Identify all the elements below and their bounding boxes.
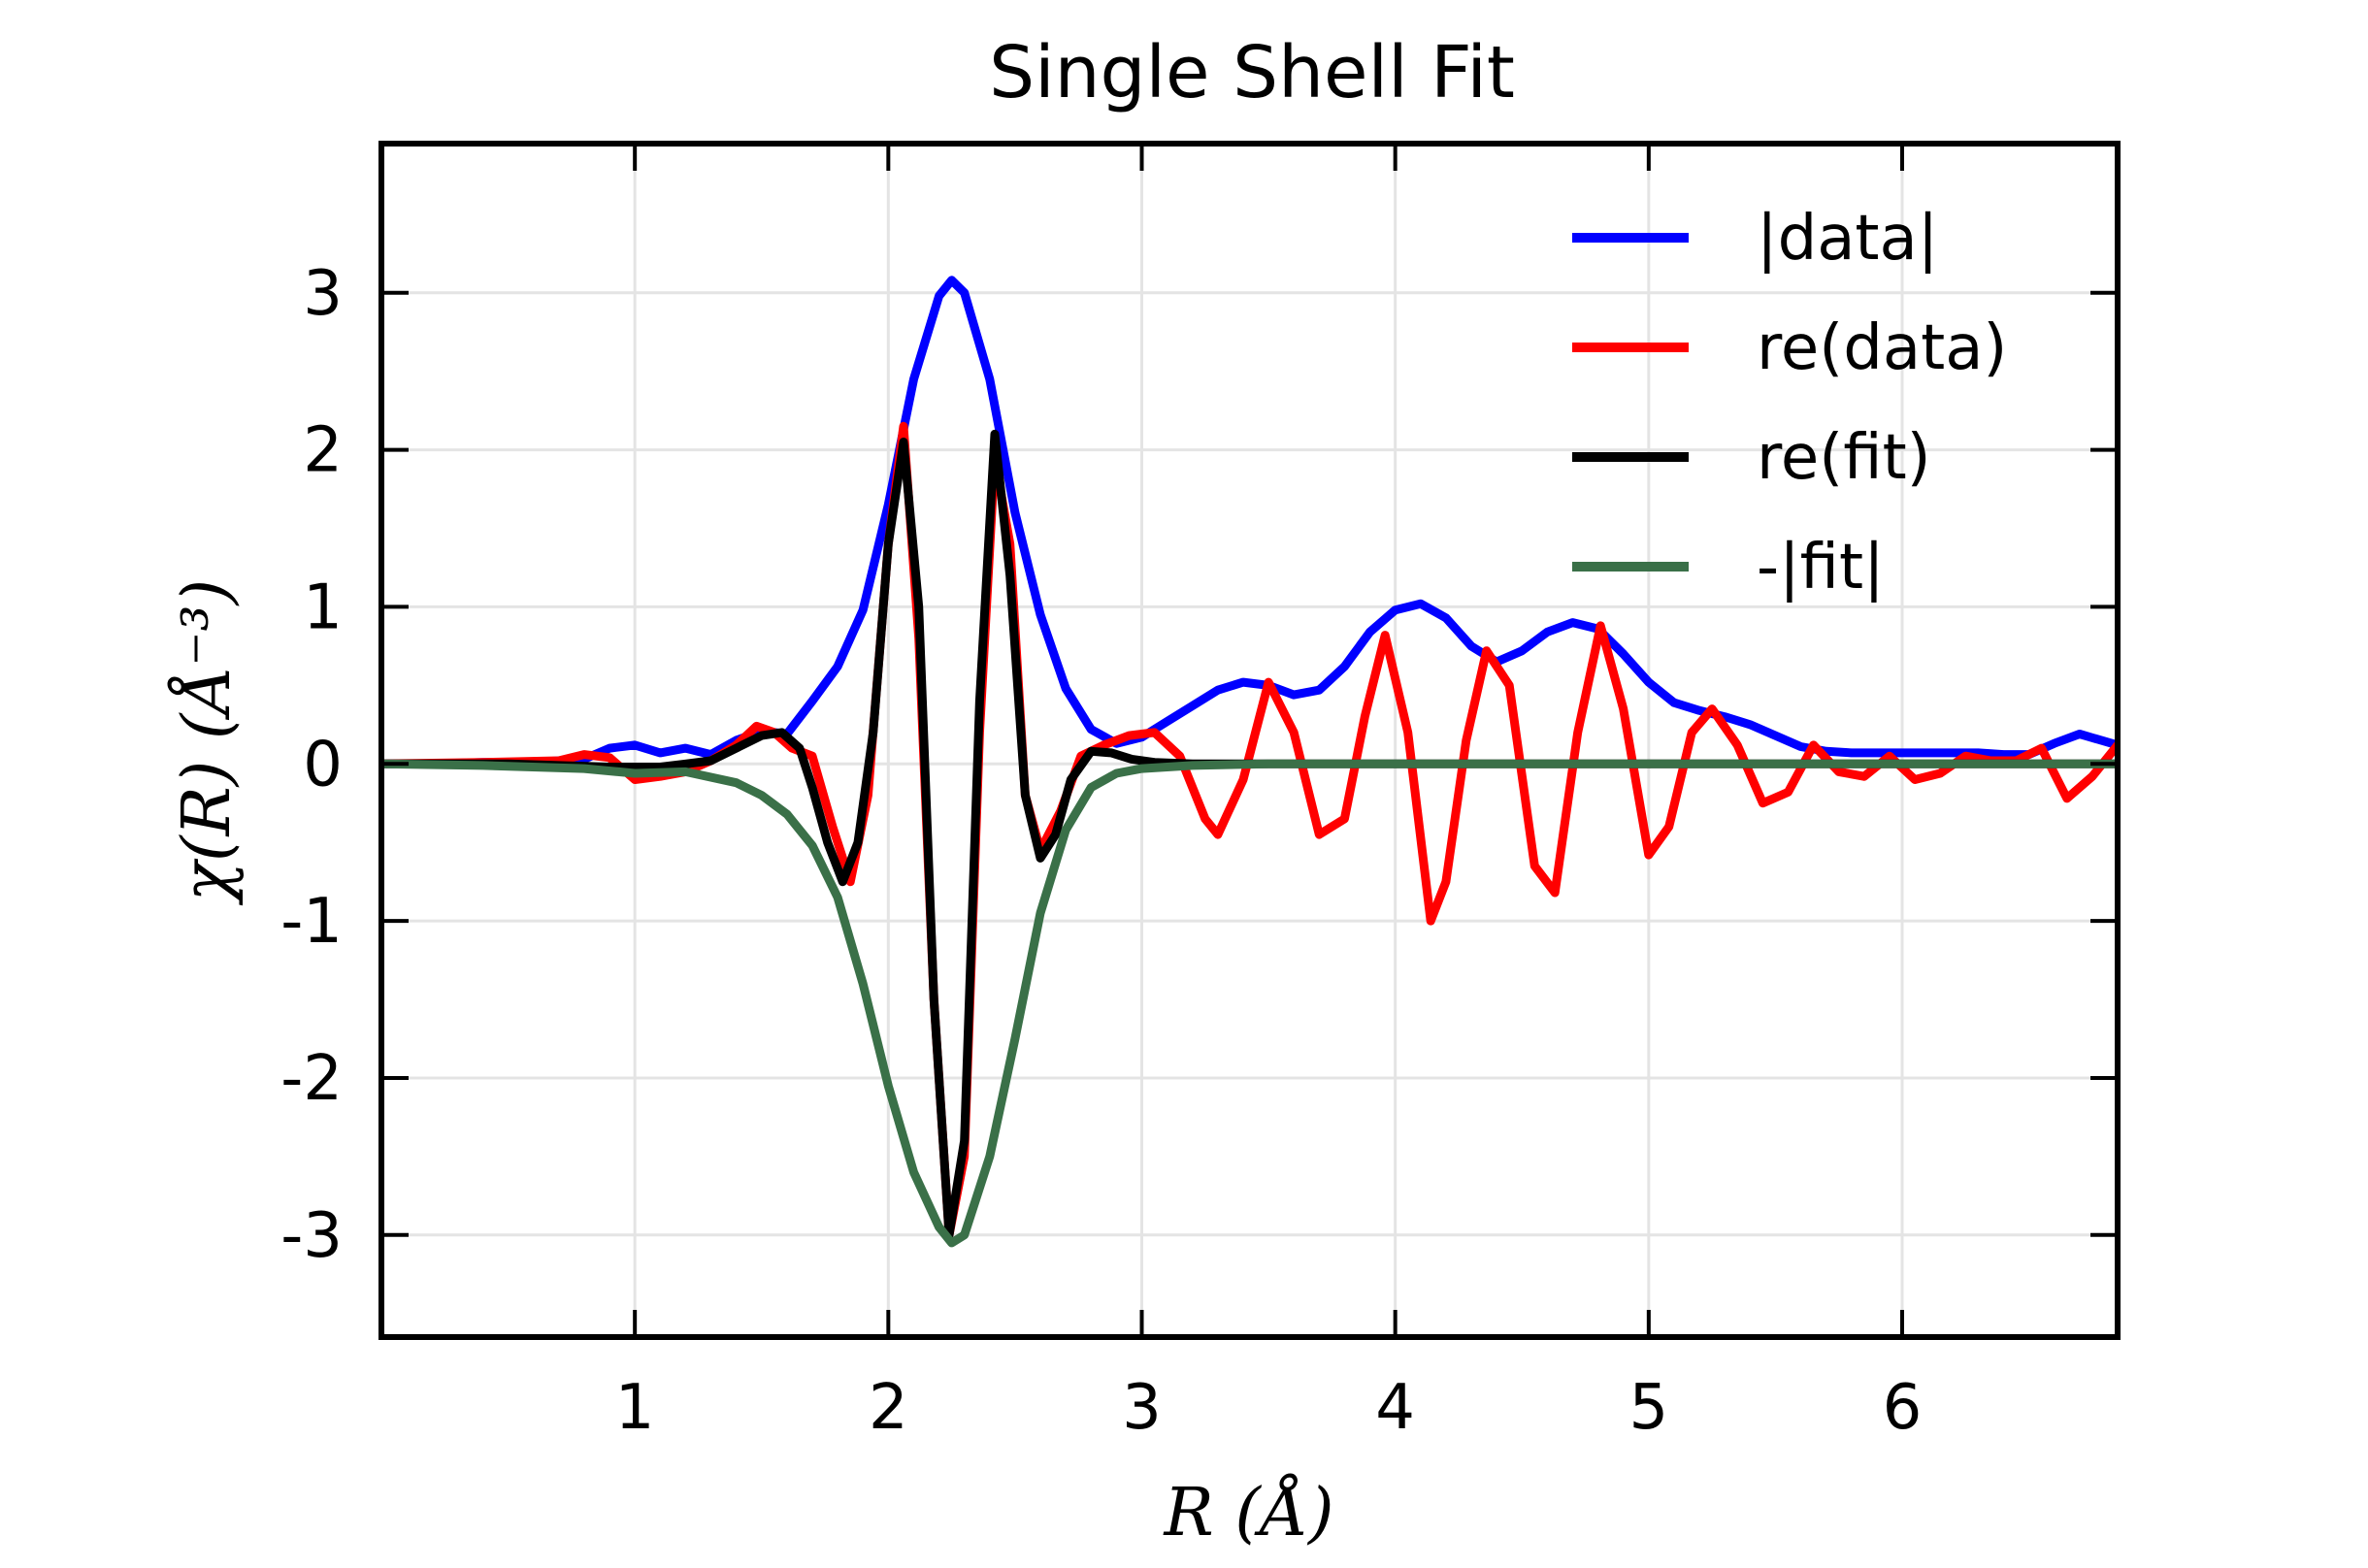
series-layer (381, 276, 2118, 1248)
x-tick-label: 3 (1122, 1372, 1162, 1444)
legend: |data| re(data) re(fit) -|fit| (1572, 203, 2007, 604)
series-line-0 (381, 276, 2118, 768)
legend-label-1: re(data) (1757, 312, 2007, 384)
y-tick-label: -3 (280, 1200, 343, 1272)
series-line-3 (381, 759, 2118, 1248)
y-tick-label: 0 (303, 729, 343, 800)
y-tick-label: -2 (280, 1043, 343, 1115)
legend-label-0: |data| (1757, 203, 1938, 275)
x-tick-label: 5 (1628, 1372, 1668, 1444)
y-tick-label: -1 (280, 886, 343, 958)
x-tick-label: 1 (615, 1372, 655, 1444)
y-tick-label: 3 (303, 258, 343, 330)
series-line-2 (381, 429, 2118, 1240)
x-axis-label: R (Å) (1163, 1474, 1334, 1552)
legend-label-2: re(fit) (1757, 422, 1931, 494)
x-tick-label: 6 (1883, 1372, 1923, 1444)
ticks: 1 2 3 4 5 6 -3 -2 -1 0 1 2 3 (280, 144, 2118, 1444)
y-axis-label: χ(R) (Å⁻³) (168, 579, 246, 905)
legend-label-3: -|fit| (1757, 532, 1885, 604)
x-tick-label: 4 (1375, 1372, 1415, 1444)
chart-title: Single Shell Fit (989, 31, 1515, 114)
plot-frame (378, 141, 2121, 1340)
x-tick-label: 2 (869, 1372, 908, 1444)
y-tick-label: 1 (303, 572, 343, 643)
y-tick-label: 2 (303, 415, 343, 487)
